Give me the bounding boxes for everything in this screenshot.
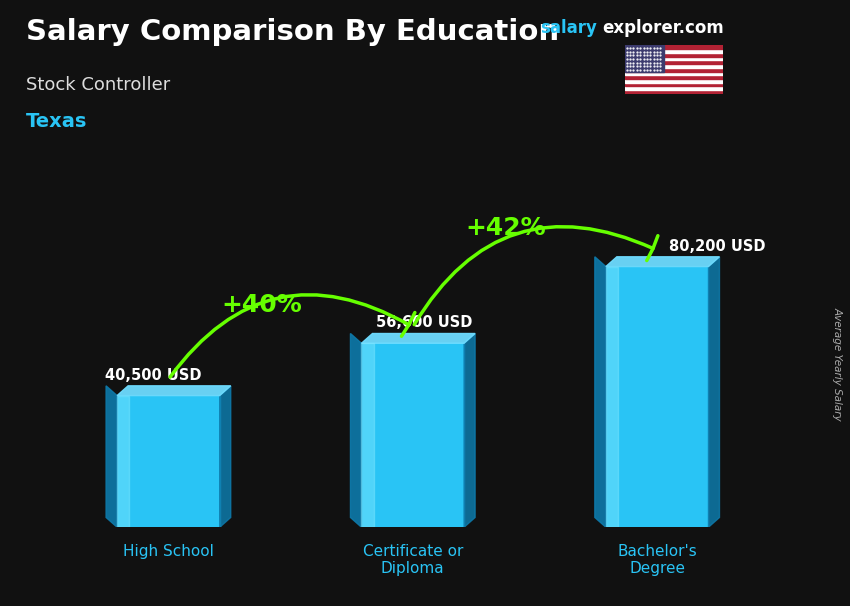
Polygon shape bbox=[708, 257, 719, 527]
Polygon shape bbox=[361, 333, 475, 343]
Bar bbox=[606, 267, 618, 527]
Polygon shape bbox=[219, 386, 230, 527]
Bar bbox=[625, 61, 722, 64]
Text: salary: salary bbox=[540, 19, 597, 38]
Bar bbox=[625, 64, 722, 68]
Bar bbox=[117, 396, 129, 527]
Text: 80,200 USD: 80,200 USD bbox=[670, 239, 766, 253]
Bar bbox=[361, 343, 464, 527]
Bar bbox=[361, 343, 374, 527]
Text: 56,600 USD: 56,600 USD bbox=[376, 315, 473, 330]
Text: Stock Controller: Stock Controller bbox=[26, 76, 170, 94]
Text: Average Yearly Salary: Average Yearly Salary bbox=[832, 307, 842, 421]
Bar bbox=[625, 75, 722, 79]
Bar bbox=[625, 87, 722, 90]
Polygon shape bbox=[595, 257, 606, 527]
Text: +42%: +42% bbox=[465, 216, 546, 239]
Text: Texas: Texas bbox=[26, 112, 87, 131]
Polygon shape bbox=[350, 333, 361, 527]
Bar bbox=[625, 49, 722, 53]
Bar bbox=[606, 267, 709, 527]
Bar bbox=[625, 56, 722, 61]
Text: explorer.com: explorer.com bbox=[602, 19, 723, 38]
Bar bbox=[625, 72, 722, 75]
Text: Salary Comparison By Education: Salary Comparison By Education bbox=[26, 18, 558, 46]
Polygon shape bbox=[606, 257, 719, 267]
Text: 40,500 USD: 40,500 USD bbox=[105, 368, 201, 382]
Polygon shape bbox=[106, 386, 117, 527]
Polygon shape bbox=[117, 386, 230, 396]
Bar bbox=[625, 68, 722, 72]
Text: +40%: +40% bbox=[221, 293, 302, 316]
Polygon shape bbox=[464, 333, 475, 527]
Bar bbox=[117, 396, 219, 527]
Bar bbox=[625, 83, 722, 87]
Bar bbox=[625, 45, 722, 49]
Bar bbox=[625, 53, 722, 56]
Bar bbox=[625, 45, 664, 72]
Bar bbox=[625, 79, 722, 83]
Bar bbox=[625, 90, 722, 94]
